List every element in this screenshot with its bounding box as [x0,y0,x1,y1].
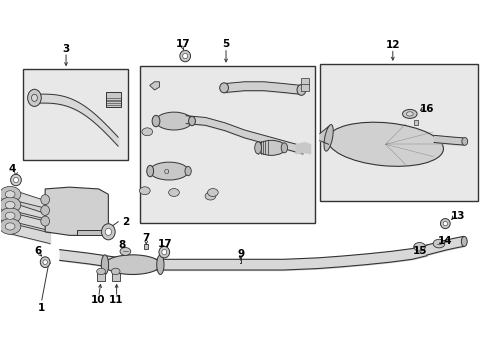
Ellipse shape [180,50,190,62]
Circle shape [168,189,179,197]
Ellipse shape [104,255,160,274]
Text: 16: 16 [419,104,434,113]
Circle shape [0,197,21,213]
Polygon shape [45,187,108,235]
Ellipse shape [183,53,187,59]
Text: 7: 7 [142,233,150,243]
Bar [140,66,314,223]
Text: 10: 10 [90,296,105,305]
Ellipse shape [40,257,50,267]
Ellipse shape [11,174,21,186]
Ellipse shape [41,205,49,215]
Polygon shape [143,244,148,249]
Circle shape [111,268,120,275]
Ellipse shape [219,83,228,93]
Text: 2: 2 [122,217,129,227]
Text: 1: 1 [38,302,45,312]
Circle shape [120,248,130,255]
Text: 14: 14 [437,237,451,247]
Text: 17: 17 [157,239,172,249]
Ellipse shape [101,255,108,274]
Circle shape [5,223,15,230]
Ellipse shape [184,166,191,176]
Text: 9: 9 [237,249,244,258]
Ellipse shape [41,195,49,204]
Ellipse shape [14,177,19,183]
Ellipse shape [254,142,261,154]
Bar [23,69,127,160]
Ellipse shape [41,216,49,226]
Ellipse shape [31,94,37,102]
Text: 4: 4 [9,164,16,174]
Ellipse shape [156,112,192,130]
Ellipse shape [327,122,443,166]
Text: 3: 3 [62,44,69,54]
Ellipse shape [256,140,285,156]
Text: O: O [163,169,169,175]
Text: 13: 13 [450,211,465,221]
Ellipse shape [105,228,111,235]
Polygon shape [301,84,308,91]
Circle shape [5,191,15,198]
Ellipse shape [406,112,412,116]
Polygon shape [413,120,417,125]
Ellipse shape [152,115,160,127]
Ellipse shape [162,249,166,255]
Bar [319,64,477,202]
Circle shape [432,239,444,248]
Ellipse shape [157,255,163,274]
Ellipse shape [146,165,153,177]
Circle shape [5,202,15,208]
Text: 6: 6 [34,246,41,256]
Ellipse shape [324,125,332,151]
Text: 15: 15 [412,246,427,256]
Text: 12: 12 [385,40,399,50]
Ellipse shape [461,138,467,145]
Text: 5: 5 [222,39,229,49]
Polygon shape [112,273,119,281]
Text: 11: 11 [108,296,122,305]
Ellipse shape [188,116,195,126]
Ellipse shape [402,109,416,118]
Polygon shape [97,273,105,281]
Ellipse shape [460,237,466,247]
Polygon shape [149,82,159,90]
Polygon shape [77,230,106,235]
Ellipse shape [43,260,47,265]
Circle shape [0,186,21,202]
Ellipse shape [442,221,447,226]
Ellipse shape [102,224,115,240]
Circle shape [97,268,105,275]
Circle shape [0,219,21,234]
Ellipse shape [28,89,41,107]
Ellipse shape [296,85,305,95]
Ellipse shape [149,162,188,180]
Polygon shape [301,78,308,85]
Text: 17: 17 [175,39,190,49]
Ellipse shape [159,247,169,258]
Circle shape [413,243,425,251]
Circle shape [0,208,21,224]
Ellipse shape [440,219,449,229]
Circle shape [139,187,150,195]
Circle shape [5,212,15,219]
Circle shape [142,128,152,136]
Circle shape [207,189,218,197]
Ellipse shape [281,143,287,153]
Circle shape [204,192,215,200]
Bar [106,93,120,107]
Text: 8: 8 [118,240,125,250]
